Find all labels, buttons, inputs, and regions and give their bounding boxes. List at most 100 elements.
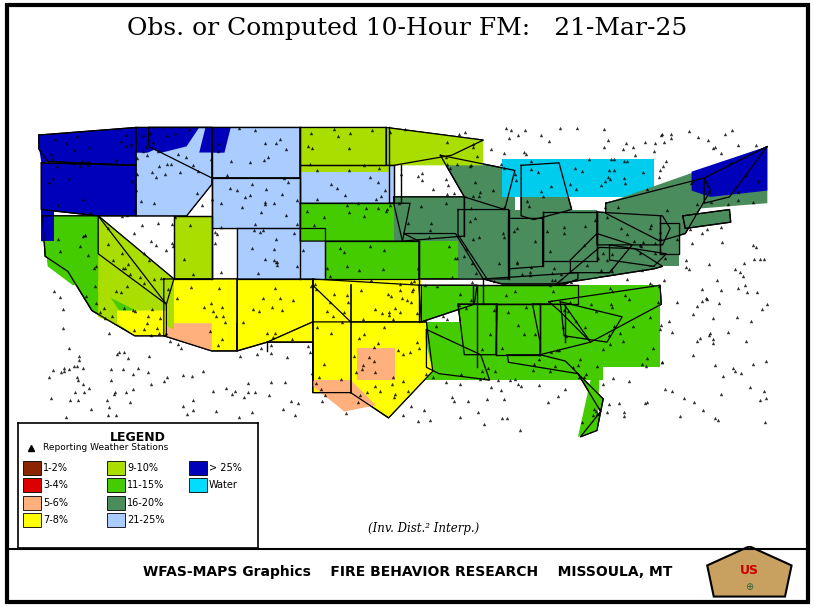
Point <box>109 387 122 397</box>
Point <box>145 236 158 246</box>
Point <box>731 313 744 322</box>
Polygon shape <box>212 178 300 228</box>
Polygon shape <box>509 219 543 269</box>
Point <box>551 345 564 355</box>
Point <box>135 220 148 230</box>
Polygon shape <box>606 146 768 216</box>
Polygon shape <box>597 212 679 266</box>
Point <box>372 163 385 172</box>
Point <box>210 229 223 239</box>
Point <box>557 305 570 314</box>
Polygon shape <box>507 354 603 437</box>
Point <box>215 222 228 232</box>
Point <box>523 267 536 277</box>
Point <box>258 197 271 207</box>
Point <box>102 328 115 338</box>
Point <box>511 320 524 330</box>
Point <box>734 368 747 378</box>
Point <box>320 306 333 316</box>
Point <box>160 328 173 338</box>
Point <box>430 321 443 331</box>
Point <box>332 132 345 141</box>
Point <box>246 407 259 417</box>
Point <box>268 283 281 293</box>
Point <box>349 367 362 377</box>
Point <box>754 254 767 264</box>
Point <box>335 375 348 384</box>
Point <box>310 322 323 332</box>
Point <box>46 173 59 183</box>
Point <box>328 290 341 299</box>
Point <box>751 287 764 297</box>
Point <box>671 234 684 244</box>
Point <box>407 284 420 294</box>
Point <box>142 367 155 377</box>
Point <box>117 304 130 313</box>
Point <box>339 408 352 418</box>
Point <box>399 124 412 134</box>
Point <box>121 353 134 362</box>
Point <box>601 407 614 416</box>
Point <box>218 317 231 327</box>
Point <box>658 275 671 285</box>
Text: Water: Water <box>209 480 238 490</box>
Point <box>343 208 356 217</box>
Point <box>72 395 85 405</box>
Point <box>251 268 264 277</box>
Text: 11-15%: 11-15% <box>127 480 165 490</box>
Point <box>739 171 752 180</box>
Point <box>601 135 615 144</box>
Point <box>102 402 115 412</box>
Point <box>142 351 155 361</box>
Point <box>602 165 615 175</box>
Point <box>552 391 565 401</box>
Point <box>212 146 225 155</box>
Point <box>464 161 477 171</box>
Point <box>561 306 574 316</box>
Point <box>205 299 218 308</box>
Point <box>590 361 603 370</box>
Point <box>244 190 257 200</box>
Polygon shape <box>426 322 603 380</box>
Point <box>249 125 262 135</box>
Point <box>266 332 279 342</box>
Point <box>219 384 232 393</box>
Point <box>365 125 378 135</box>
Polygon shape <box>357 348 395 380</box>
Point <box>400 295 413 305</box>
Point <box>247 226 260 236</box>
Point <box>725 126 738 135</box>
Point <box>99 314 112 324</box>
Polygon shape <box>704 146 768 203</box>
Point <box>342 143 355 153</box>
Polygon shape <box>42 216 73 260</box>
Point <box>460 244 473 254</box>
Point <box>49 134 62 143</box>
Point <box>641 185 654 194</box>
Point <box>152 161 165 171</box>
Point <box>205 194 218 204</box>
Point <box>512 130 525 140</box>
Point <box>70 361 83 370</box>
Point <box>147 137 160 146</box>
Point <box>416 175 429 185</box>
Point <box>729 366 742 376</box>
Point <box>587 404 600 413</box>
Point <box>606 249 619 259</box>
Point <box>324 328 337 337</box>
Point <box>221 170 234 180</box>
Point <box>475 365 488 375</box>
Point <box>114 287 127 297</box>
Point <box>134 196 148 206</box>
Point <box>715 148 728 158</box>
Point <box>404 277 417 287</box>
Point <box>500 413 513 423</box>
Point <box>249 387 262 397</box>
Point <box>151 323 164 333</box>
Point <box>745 316 758 326</box>
Point <box>627 321 640 331</box>
Point <box>145 168 158 177</box>
Point <box>487 305 500 315</box>
Point <box>150 172 163 181</box>
Point <box>635 241 648 251</box>
